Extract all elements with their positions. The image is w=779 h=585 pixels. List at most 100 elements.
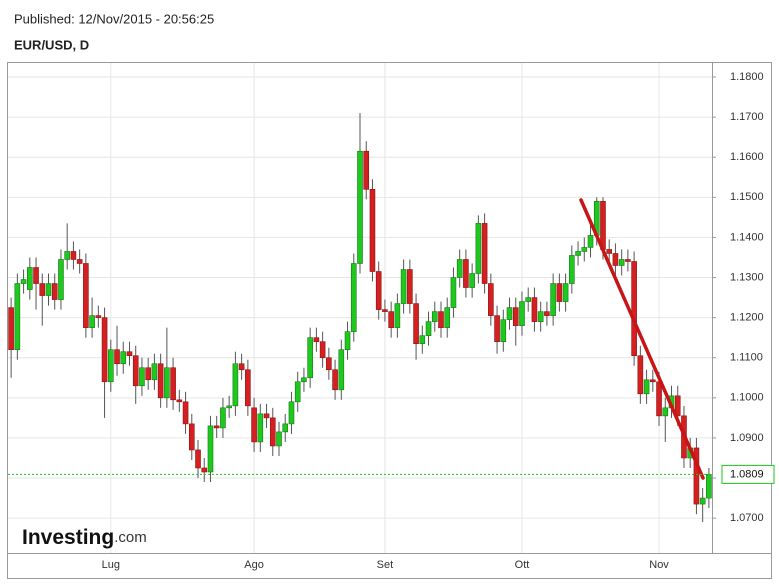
candle-body [83, 263, 89, 328]
y-tick-label: 1.1000 [730, 392, 764, 404]
candle-body [631, 261, 637, 357]
trend-line [579, 198, 705, 480]
candle-body [139, 367, 145, 387]
candle-body [350, 263, 357, 332]
y-tick-label: 1.1200 [730, 312, 764, 324]
candle-body [332, 369, 338, 391]
candle-body [95, 315, 102, 318]
candle-body [114, 349, 120, 365]
candle-body [307, 337, 313, 379]
grid: 1.07001.08001.09001.10001.11001.12001.13… [8, 63, 764, 571]
candle-body [64, 251, 70, 260]
x-tick-label: Set [377, 559, 394, 571]
y-tick-label: 1.0700 [730, 512, 764, 524]
candle-body [394, 303, 401, 328]
candle-body [33, 267, 39, 284]
candle-body [14, 283, 21, 351]
candle-body [369, 189, 376, 272]
candle-body [475, 223, 482, 274]
candle-body [562, 283, 569, 302]
x-tick-label: Nov [649, 559, 669, 571]
y-tick-label: 1.1100 [730, 352, 763, 364]
chart-title: EUR/USD, D [14, 37, 89, 52]
candle-body [45, 283, 52, 296]
candle-body [357, 150, 363, 264]
overlay: 1.0809 [8, 464, 775, 484]
candle-body [575, 251, 581, 256]
candle-body [51, 283, 58, 300]
candle-body [581, 247, 588, 252]
candle-body [525, 297, 532, 302]
candle-body [400, 269, 407, 304]
candle-body [126, 351, 133, 357]
candle-body [282, 423, 289, 433]
logo: Investing.com [22, 526, 147, 549]
candle-body [662, 407, 669, 417]
candle-body [587, 235, 594, 248]
candle-body [431, 311, 438, 322]
candle-body [656, 381, 662, 417]
candle-body [157, 363, 164, 399]
y-tick-label: 1.1700 [730, 111, 764, 123]
logo-name: Investing [22, 526, 114, 549]
candle-body [182, 401, 189, 425]
last-price-label: 1.0809 [730, 468, 764, 480]
candle-body [151, 363, 158, 381]
candle-body [170, 367, 176, 401]
candle-body [618, 259, 625, 266]
y-tick-label: 1.0900 [730, 432, 764, 444]
candle-body [276, 431, 282, 447]
y-tick-label: 1.1300 [730, 271, 764, 283]
candle-body [145, 367, 151, 381]
candle-body [226, 405, 232, 409]
candle-body [519, 301, 525, 326]
candle-body [506, 307, 513, 320]
candle-body [488, 283, 494, 316]
candle-body [438, 311, 444, 328]
candle-body [313, 337, 320, 342]
x-tick-label: Ago [244, 559, 264, 571]
candle-body [463, 259, 469, 288]
candle-body [469, 273, 475, 288]
candle-body [344, 331, 351, 351]
candle-body [375, 271, 382, 310]
published: Published: 12/Nov/2015 - 20:56:25 [14, 11, 214, 26]
candle-body [101, 317, 108, 383]
candle-body [612, 253, 619, 266]
candle-body [674, 395, 681, 417]
candle-body [8, 307, 14, 351]
candle-body [413, 303, 419, 344]
candle-body [232, 363, 239, 407]
candle-body [120, 351, 127, 365]
candle-body [544, 311, 550, 316]
candle-body [269, 417, 276, 447]
candle-body [251, 407, 257, 443]
candle-body [699, 497, 706, 505]
logo-suffix: .com [114, 529, 147, 546]
candle-body [257, 413, 264, 443]
y-tick-label: 1.1400 [730, 231, 764, 243]
candle-body [288, 401, 295, 425]
candle-body [207, 425, 214, 473]
candle-body [76, 259, 83, 264]
candle-body [606, 249, 613, 254]
candle-body [363, 150, 370, 190]
candle-body [319, 341, 326, 359]
candle-body [481, 223, 488, 284]
x-tick-label: Ott [515, 559, 530, 571]
candle-body [176, 399, 183, 403]
candle-body [419, 335, 426, 344]
candle-body [450, 277, 457, 308]
candle-body [188, 423, 195, 451]
candle-body [444, 307, 451, 328]
candle-body [89, 315, 95, 328]
candle-body [27, 267, 33, 290]
candle-body [58, 259, 64, 300]
candle-body [263, 413, 270, 419]
last-price-box [721, 464, 775, 484]
candle-body [301, 377, 307, 383]
candle-body [569, 255, 575, 284]
candle-body [132, 355, 139, 387]
